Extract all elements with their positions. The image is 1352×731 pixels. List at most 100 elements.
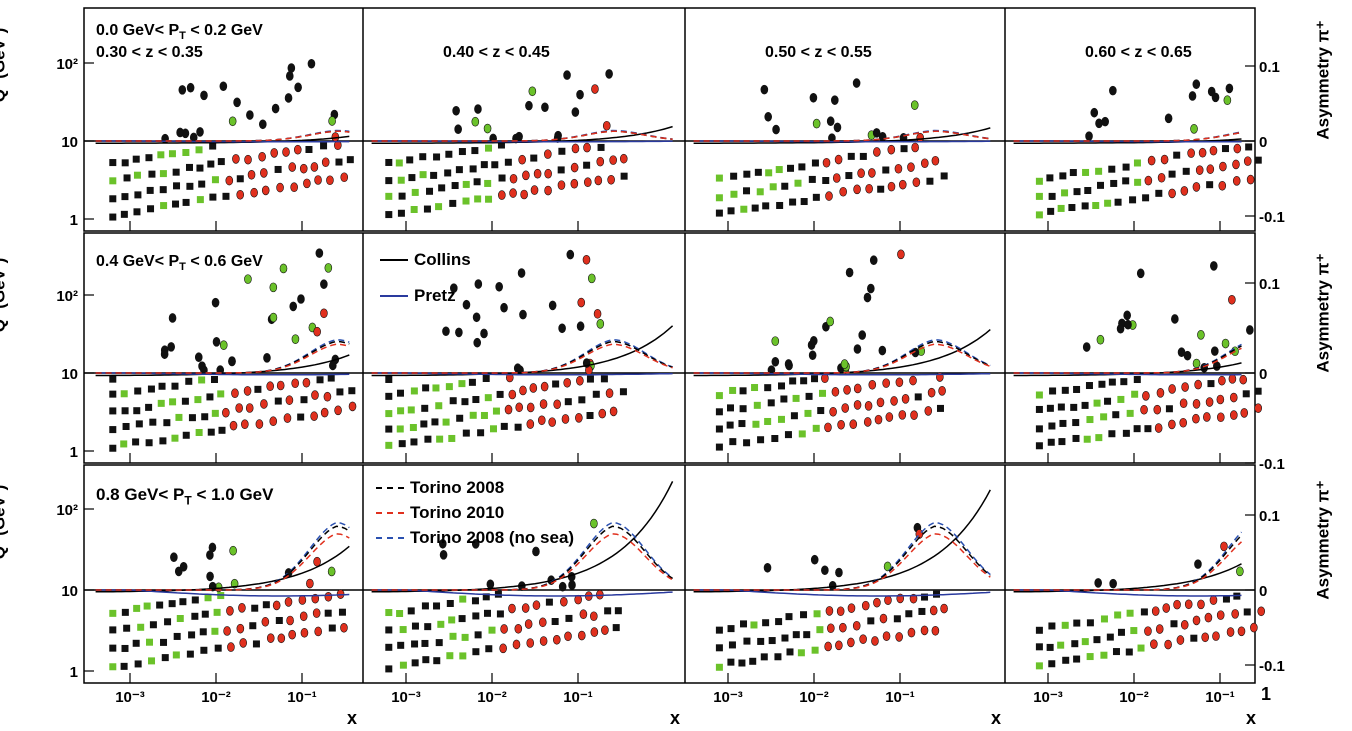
data-marker bbox=[1046, 174, 1054, 182]
data-marker bbox=[753, 401, 761, 409]
data-marker bbox=[1194, 379, 1202, 390]
data-marker bbox=[500, 624, 508, 634]
data-marker bbox=[1057, 403, 1065, 411]
data-marker bbox=[396, 389, 404, 397]
data-marker bbox=[1245, 143, 1253, 151]
data-marker bbox=[147, 385, 155, 393]
data-marker bbox=[445, 383, 453, 391]
data-marker bbox=[811, 159, 819, 167]
data-marker bbox=[228, 116, 237, 127]
data-marker bbox=[1116, 323, 1125, 334]
data-marker bbox=[940, 603, 948, 614]
data-marker bbox=[1058, 438, 1066, 446]
data-marker bbox=[1246, 325, 1254, 335]
torino-2010-curve bbox=[371, 130, 673, 142]
data-marker bbox=[326, 175, 334, 186]
data-marker bbox=[751, 384, 759, 392]
data-marker bbox=[1097, 181, 1105, 189]
data-marker bbox=[445, 150, 453, 158]
data-marker bbox=[767, 399, 775, 407]
data-marker bbox=[553, 399, 561, 410]
data-marker bbox=[1126, 609, 1134, 617]
data-marker bbox=[196, 127, 204, 137]
data-marker bbox=[461, 633, 469, 641]
data-marker bbox=[1061, 621, 1069, 629]
data-marker bbox=[430, 171, 438, 179]
data-marker bbox=[577, 297, 586, 308]
data-marker bbox=[206, 393, 214, 401]
data-marker bbox=[188, 631, 196, 639]
data-marker bbox=[528, 86, 537, 97]
data-marker bbox=[1073, 655, 1081, 663]
data-marker bbox=[1133, 425, 1141, 433]
data-marker bbox=[757, 637, 765, 645]
data-marker bbox=[1201, 632, 1209, 643]
data-marker bbox=[504, 158, 512, 166]
data-marker bbox=[938, 386, 946, 396]
data-marker bbox=[385, 158, 393, 166]
data-marker bbox=[576, 375, 584, 386]
data-marker bbox=[529, 383, 538, 393]
data-marker bbox=[1168, 188, 1176, 199]
data-marker bbox=[338, 608, 346, 616]
data-marker bbox=[157, 151, 165, 159]
data-marker bbox=[787, 164, 795, 172]
data-marker bbox=[894, 163, 903, 174]
data-marker bbox=[1072, 434, 1080, 442]
data-marker bbox=[564, 631, 572, 642]
data-marker bbox=[593, 309, 602, 319]
data-marker bbox=[907, 162, 915, 172]
data-marker bbox=[145, 154, 153, 162]
data-marker bbox=[207, 160, 215, 168]
data-marker bbox=[449, 397, 457, 405]
data-marker bbox=[109, 644, 117, 652]
data-marker bbox=[715, 644, 723, 652]
data-marker bbox=[738, 420, 746, 428]
data-marker bbox=[1112, 648, 1120, 656]
data-marker bbox=[422, 656, 430, 664]
data-marker bbox=[303, 178, 311, 189]
data-marker bbox=[1220, 541, 1228, 552]
data-marker bbox=[526, 419, 535, 429]
data-marker bbox=[1130, 627, 1138, 635]
data-marker bbox=[320, 142, 328, 150]
data-marker bbox=[291, 378, 299, 389]
data-marker bbox=[1081, 638, 1089, 646]
data-marker bbox=[311, 390, 319, 400]
legend-collins: Collins bbox=[380, 250, 471, 270]
data-marker bbox=[898, 410, 907, 420]
data-marker bbox=[109, 159, 117, 167]
data-marker bbox=[508, 389, 517, 400]
data-marker bbox=[120, 662, 128, 670]
data-marker bbox=[132, 155, 140, 163]
data-marker bbox=[578, 396, 586, 404]
data-marker bbox=[1106, 633, 1114, 641]
data-marker bbox=[1104, 199, 1112, 207]
data-marker bbox=[812, 193, 820, 201]
data-marker bbox=[548, 300, 557, 311]
data-marker bbox=[109, 375, 117, 383]
pretz-curve bbox=[693, 372, 991, 376]
data-marker bbox=[525, 100, 533, 111]
data-marker bbox=[109, 390, 117, 398]
data-marker bbox=[299, 163, 308, 174]
data-marker bbox=[798, 430, 806, 438]
data-marker bbox=[1188, 91, 1197, 101]
data-marker bbox=[591, 84, 599, 94]
data-marker bbox=[182, 198, 190, 206]
x-axis-label-1: x bbox=[347, 708, 358, 728]
data-marker bbox=[1206, 164, 1215, 174]
data-marker bbox=[1093, 636, 1101, 644]
data-marker bbox=[715, 174, 723, 182]
data-marker bbox=[1168, 419, 1176, 430]
data-marker bbox=[423, 205, 431, 213]
data-marker bbox=[570, 178, 579, 189]
data-marker bbox=[794, 179, 802, 187]
data-marker bbox=[302, 377, 311, 388]
q2-tick-label: 10 bbox=[61, 583, 78, 600]
data-marker bbox=[334, 140, 342, 151]
data-marker bbox=[1073, 619, 1081, 627]
data-marker bbox=[552, 380, 560, 388]
asym-tick-label: 0.1 bbox=[1259, 276, 1280, 293]
data-marker bbox=[472, 612, 480, 620]
